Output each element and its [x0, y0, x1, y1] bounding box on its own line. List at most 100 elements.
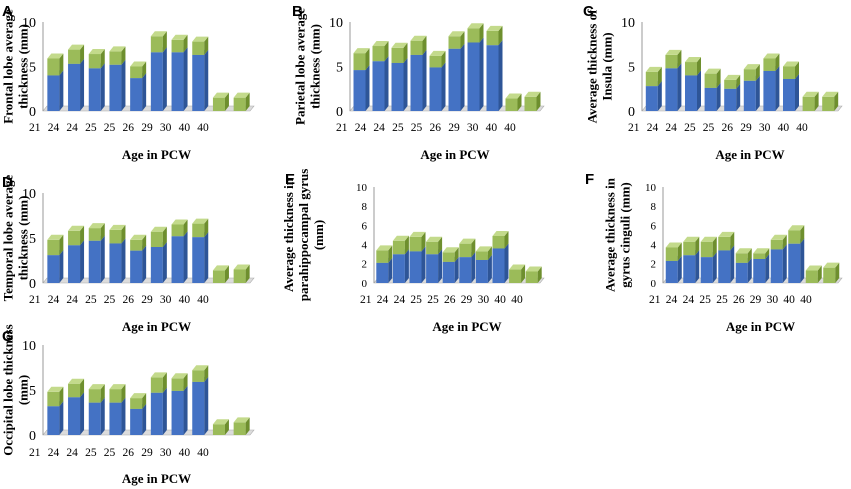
y-axis-title: Occipital lobe thickness(mm) — [1, 324, 31, 455]
x-axis-title: Age in PCW — [122, 471, 191, 486]
bar-upper — [410, 35, 427, 55]
y-tick-label: 2 — [651, 259, 657, 271]
bar-lower — [68, 58, 85, 111]
bar-upper — [429, 50, 446, 68]
y-tick-label: 10 — [621, 16, 635, 31]
x-tick-label: 21 — [29, 294, 41, 306]
x-tick-label: 30 — [160, 122, 172, 134]
bar-lower — [492, 243, 509, 283]
bar-upper — [683, 236, 700, 256]
x-tick-label: 30 — [467, 122, 479, 134]
panel-letter: G — [2, 328, 14, 345]
x-tick-label: 25 — [85, 447, 97, 459]
bar-lower — [448, 43, 465, 112]
y-tick-label: 10 — [22, 16, 36, 31]
x-tick-label: 21 — [336, 122, 348, 134]
bar-upper — [753, 248, 770, 259]
bar-lower — [130, 73, 147, 111]
y-axis-title: Frontal lobe averagethickness (mm) — [1, 9, 31, 124]
y-tick-label: 0 — [29, 105, 36, 120]
bar-lower — [68, 240, 85, 283]
y-axis-title-line: Occipital lobe thickness — [1, 324, 16, 455]
y-axis-title-line: Average thickness in — [281, 177, 296, 292]
x-tick-label: 30 — [759, 122, 771, 134]
bar-upper — [109, 46, 126, 65]
bar-lower — [109, 59, 126, 111]
bar-lower — [192, 49, 209, 111]
bar-upper — [505, 93, 522, 111]
x-tick-label: 24 — [66, 447, 78, 459]
x-tick-label: 24 — [647, 122, 659, 134]
chart-panel-b: B 0 5 10 21 24 24 25 25 26 29 30 40 40 Age in PCW Parie… — [292, 3, 545, 162]
x-tick-label: 26 — [123, 294, 135, 306]
y-tick-label: 10 — [356, 182, 368, 194]
y-tick-label: 6 — [651, 220, 657, 232]
x-tick-label: 25 — [411, 122, 423, 134]
y-tick-label: 0 — [651, 278, 657, 290]
y-tick-label: 10 — [645, 182, 657, 194]
panel-letter: E — [285, 171, 295, 188]
bar-upper — [788, 225, 805, 244]
x-tick-label: 40 — [179, 122, 191, 134]
bar-lower — [68, 392, 85, 435]
x-tick-label: 40 — [511, 294, 523, 306]
bar-lower — [192, 232, 209, 283]
x-tick-label: 25 — [716, 294, 728, 306]
bar-upper — [743, 64, 760, 81]
bar-lower — [783, 73, 799, 111]
bar-upper — [391, 42, 408, 63]
y-tick-label: 5 — [628, 60, 635, 75]
x-axis-title: Age in PCW — [432, 319, 501, 334]
bar-upper — [805, 265, 822, 283]
bar-lower — [88, 63, 105, 111]
bar-lower — [429, 62, 446, 111]
y-tick-label: 0 — [362, 278, 368, 290]
bar-upper — [68, 225, 85, 246]
x-tick-label: 25 — [427, 294, 439, 306]
x-tick-label: 40 — [179, 447, 191, 459]
x-tick-label: 29 — [141, 122, 153, 134]
x-tick-label: 40 — [486, 122, 498, 134]
bar-lower — [109, 397, 126, 435]
y-axis-title: Average thickness ingyrus cinguli (mm) — [603, 177, 633, 292]
bar-upper — [718, 231, 735, 251]
bar-upper — [353, 48, 370, 71]
x-tick-label: 26 — [733, 294, 745, 306]
bar-upper — [130, 234, 147, 251]
bar-lower — [718, 245, 735, 283]
x-tick-label: 21 — [649, 294, 661, 306]
bar-upper — [68, 378, 85, 398]
bar-upper — [68, 44, 85, 64]
bar-upper — [109, 384, 126, 403]
y-tick-label: 0 — [628, 105, 635, 120]
x-tick-label: 21 — [628, 122, 640, 134]
bar-upper — [763, 53, 780, 71]
x-tick-label: 24 — [377, 294, 389, 306]
y-tick-label: 5 — [336, 60, 343, 75]
y-tick-label: 0 — [29, 429, 36, 444]
x-tick-label: 26 — [722, 122, 734, 134]
x-tick-label: 26 — [444, 294, 456, 306]
bar-upper — [109, 224, 126, 244]
x-tick-label: 26 — [430, 122, 442, 134]
x-tick-label: 25 — [699, 294, 711, 306]
x-tick-label: 40 — [800, 294, 812, 306]
x-tick-label: 29 — [141, 294, 153, 306]
x-tick-label: 29 — [750, 294, 762, 306]
bar-lower — [391, 57, 408, 111]
bar-upper — [192, 36, 209, 55]
bar-upper — [192, 365, 209, 382]
bar-lower — [109, 238, 126, 283]
y-tick-label: 4 — [651, 239, 657, 251]
x-tick-label: 24 — [48, 294, 60, 306]
bar-upper — [130, 61, 147, 79]
bar-upper — [459, 238, 476, 258]
x-tick-label: 25 — [684, 122, 696, 134]
panel-letter: F — [585, 171, 594, 188]
bar-upper — [524, 91, 541, 111]
y-axis-title-line: Frontal lobe average — [1, 9, 16, 124]
bar-upper — [150, 372, 167, 393]
y-tick-label: 0 — [29, 277, 36, 292]
x-tick-label: 24 — [66, 122, 78, 134]
bar-upper — [802, 91, 819, 111]
